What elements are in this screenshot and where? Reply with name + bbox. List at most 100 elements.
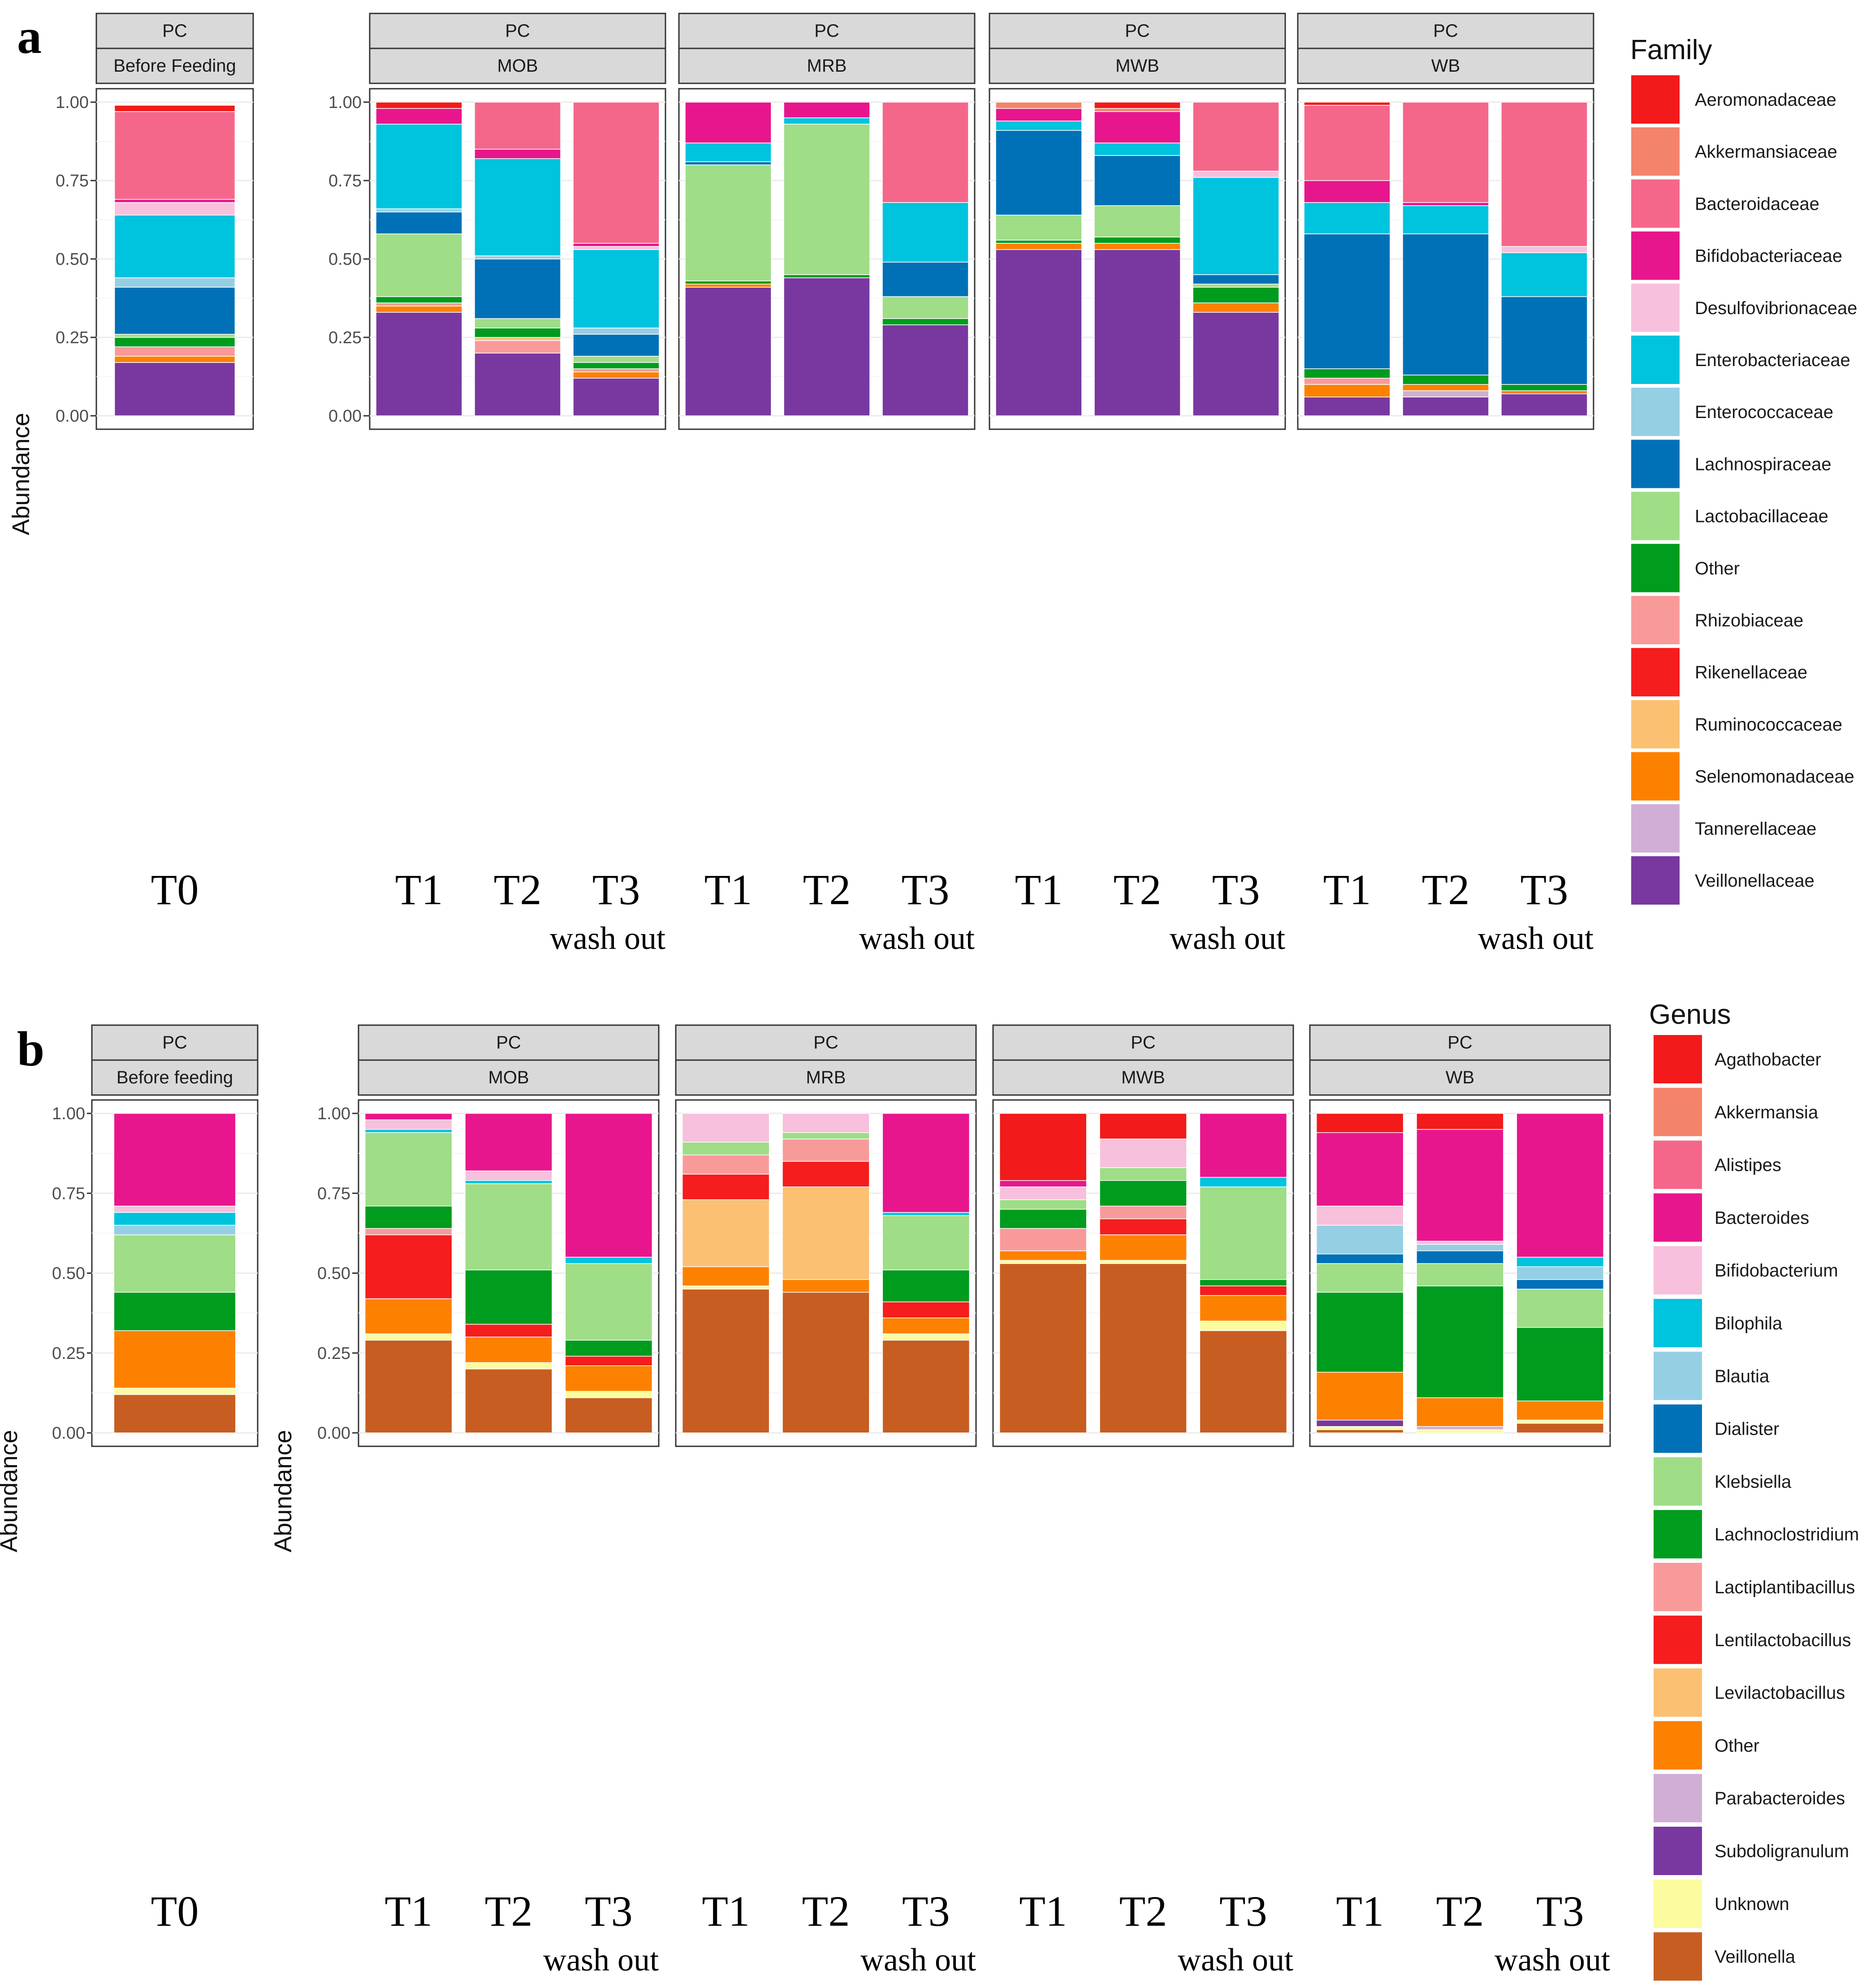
bar-segment-bilophila [364,1129,453,1133]
bar-segment-unknown [1416,1429,1504,1433]
strip-row-label: PC [505,21,530,41]
bar-segment-dialister [1316,1253,1404,1264]
bar-segment-bifidobacteriaceae [474,149,561,159]
bar-segment-bacteroides [113,1113,236,1207]
legend-swatch-blautia [1654,1351,1702,1400]
legend-label-subdoligranulum: Subdoligranulum [1715,1841,1849,1861]
bar-segment-veillonellaceae [1402,397,1489,416]
legend-swatch-aeromonadaceae [1631,75,1680,124]
bar-segment-veillonellaceae [474,353,561,416]
bar-segment-lachnospiraceae [114,287,236,335]
bar-segment-lachnospiraceae [1304,233,1391,369]
panel-b: b Abundance Abundance PC Before feeding 0.00 0… [0,999,1859,1981]
bar-segment-agathobacter [1416,1113,1504,1130]
facet-pc-mob: PC MOB 0.00 0.25 0.50 0.75 1.00 T1 T2 T3 wash out [317,1024,660,1978]
bar-segment-selenomonadaceae [114,356,236,363]
bar-segment-akkermansiaceae [1094,108,1181,112]
bar-segment-bacteroides [882,1113,970,1213]
bar-segment-unknown [113,1388,236,1395]
legend-swatch-lentilactobacillus [1654,1615,1702,1664]
legend-swatch-bacteroides [1654,1193,1702,1242]
bar-segment-lactiplantibacillus [999,1228,1087,1251]
bar-segment-agathobacter [1316,1113,1404,1133]
strip-row-label: PC [1433,21,1458,41]
bar-segment-selenomonadaceae [1304,384,1391,397]
strip-col-bg [358,1059,660,1096]
bar-segment-unknown [1516,1419,1604,1424]
legend-label-akkermansia: Akkermansia [1715,1103,1818,1122]
x-category-label: T3 [1219,1887,1267,1935]
wash-out-note: wash out [1178,1942,1293,1978]
bar-segment-lachnoclostridium [465,1269,553,1325]
bar-segment-veillonellaceae [783,277,870,416]
bar-segment-lachnospiraceae [1192,274,1279,285]
bar-segment-bifidobacterium [999,1186,1087,1200]
bar-segment-lactobacillaceae [995,215,1082,241]
strip-col-bg [675,1059,977,1096]
legend-swatch-unknown [1654,1879,1702,1928]
legend-label-blautia: Blautia [1715,1367,1770,1386]
facet-pc-before-feeding: PC Before feeding 0.00 0.25 0.50 0.75 1.00 T0 [52,1024,259,1935]
facet-pc-mrb: PC MRB T1 T2 T3 wash out [678,13,976,956]
bar-segment-bifidobacteriaceae [1094,111,1181,143]
panel-a: a Abundance PC Before Feeding 0.00 0.25 0.50 0.… [8,9,1857,956]
x-category-label: T1 [1323,866,1371,914]
legend-label-lachnoclostridium: Lachnoclostridium [1715,1525,1859,1544]
wash-out-note: wash out [543,1942,659,1978]
strip-col-label: WB [1446,1068,1474,1087]
bar-segment-lachnoclostridium [1099,1180,1187,1207]
legend-swatch-desulfovibrionaceae [1631,283,1680,332]
bar-segment-veillonella [882,1340,970,1433]
strip-col-label: MWB [1121,1068,1165,1087]
strip-row-label: PC [1447,1033,1473,1052]
bar-segment-klebsiella [1516,1289,1604,1328]
x-category-label: T3 [1536,1887,1584,1935]
strip-row-label: PC [813,1033,838,1052]
bar-segment-bifidobacterium [782,1113,870,1133]
bar-segment-enterobacteriaceae [685,142,772,162]
bar-segment-klebsiella [364,1132,453,1207]
panel-letter: b [17,1022,44,1076]
bar-segment-lachnoclostridium [1316,1292,1404,1373]
bar-segment-bifidobacterium [1416,1241,1504,1245]
x-category-label: T1 [1015,866,1063,914]
bar-segment-enterococcaceae [474,255,561,259]
wash-out-note: wash out [859,920,975,956]
legend-label-ruminococcaceae: Ruminococcaceae [1695,715,1842,734]
x-category-label: T3 [585,1887,633,1935]
legend-title: Family [1630,34,1712,65]
y-tick-label: 0.25 [317,1344,350,1363]
bar-segment-lentilactobacillus [565,1356,653,1367]
bar-segment-other [573,362,660,369]
bar-segment-levilactobacillus [782,1186,870,1280]
legend-label-lactobacillaceae: Lactobacillaceae [1695,507,1828,526]
bar-segment-unknown [565,1391,653,1398]
wash-out-note: wash out [550,920,665,956]
bar-segment-other [1192,287,1279,303]
bar-segment-veillonellaceae [882,324,969,416]
strip-col-label: WB [1431,56,1460,76]
bar-segment-lentilactobacillus [782,1161,870,1187]
legend-swatch-lachnoclostridium [1654,1510,1702,1559]
bar-segment-lachnoclostridium [1516,1327,1604,1402]
y-axis-title: Abundance [0,1430,22,1552]
bar-segment-levilactobacillus [682,1199,770,1267]
facet-pc-mwb: PC MWB T1 T2 T3 wash out [989,13,1286,956]
x-category-label: T3 [902,1887,950,1935]
bar-segment-klebsiella [1199,1186,1287,1280]
legend-swatch-subdoligranulum [1654,1827,1702,1875]
strip-col-bg [91,1059,259,1096]
bar-segment-agathobacter [999,1113,1087,1181]
strip-row-bg [992,1024,1294,1061]
strip-row-label: PC [496,1033,521,1052]
bar-segment-bifidobacteriaceae [685,102,772,143]
bar-segment-aeromonadaceae [1304,102,1391,106]
legend-swatch-lachnospiraceae [1631,440,1680,488]
bar-segment-dialister [1416,1250,1504,1264]
x-category-label: T2 [1114,866,1162,914]
y-tick-label: 0.50 [317,1264,350,1283]
bar-segment-lachnospiraceae [1402,233,1489,375]
legend-label-lentilactobacillus: Lentilactobacillus [1715,1630,1851,1650]
x-category-label: T1 [384,1887,432,1935]
bar-segment-lachnoclostridium [364,1206,453,1229]
